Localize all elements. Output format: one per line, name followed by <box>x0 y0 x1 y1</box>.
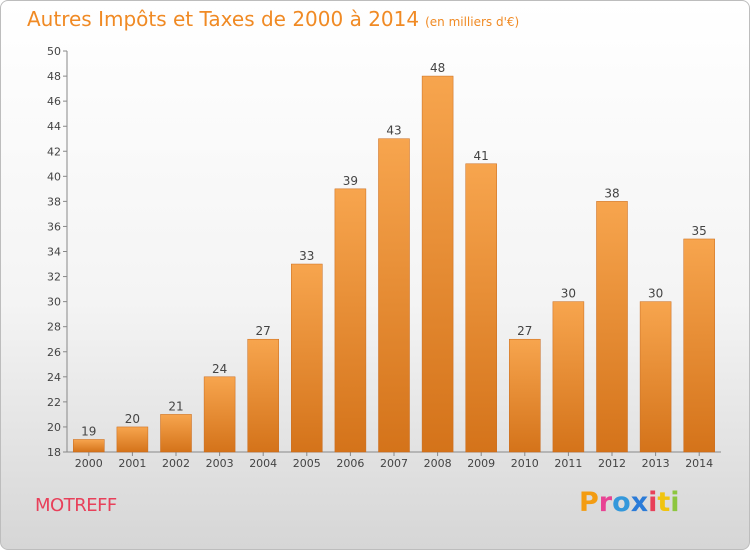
data-labels-group: 19 20 21 24 27 33 39 43 48 41 27 30 38 30 35 <box>81 61 707 438</box>
y-tick-label: 22 <box>47 396 61 409</box>
x-tick-label: 2014 <box>685 457 713 470</box>
data-label: 35 <box>692 224 707 238</box>
data-label: 30 <box>561 287 576 301</box>
y-tick-label: 38 <box>47 195 61 208</box>
bar <box>160 414 192 453</box>
data-label: 41 <box>474 149 489 163</box>
bar <box>596 201 628 453</box>
bar <box>247 338 279 453</box>
y-axis: 18 20 22 24 26 28 30 32 34 36 38 40 42 44 46 48 50 <box>47 45 68 459</box>
x-tick-label: 2002 <box>162 457 190 470</box>
x-tick-label: 2000 <box>75 457 103 470</box>
data-label: 38 <box>604 186 619 200</box>
chart-title-text: Autres Impôts et Taxes de 2000 à 2014 <box>27 7 420 31</box>
logo-letter: o <box>612 487 631 518</box>
y-tick-label: 44 <box>47 120 61 133</box>
x-tick-label: 2004 <box>249 457 277 470</box>
y-tick-label: 24 <box>47 371 61 384</box>
y-tick-label: 36 <box>47 220 61 233</box>
data-label: 24 <box>212 362 227 376</box>
logo-letter: t <box>657 487 671 518</box>
bar <box>334 188 367 453</box>
x-tick-label: 2005 <box>293 457 321 470</box>
logo-letter: x <box>630 487 649 518</box>
bar <box>552 301 585 453</box>
bar <box>378 138 410 453</box>
proxiti-logo: Proxiti <box>579 487 680 518</box>
commune-name: MOTREFF <box>35 495 117 516</box>
y-tick-label: 40 <box>47 170 61 183</box>
y-tick-label: 42 <box>47 145 61 158</box>
logo-letter: i <box>670 487 680 518</box>
y-tick-label: 46 <box>47 95 61 108</box>
x-tick-label: 2009 <box>467 457 495 470</box>
x-tick-label: 2012 <box>598 457 626 470</box>
logo-letter: P <box>579 487 599 518</box>
data-label: 48 <box>430 61 445 75</box>
data-label: 27 <box>517 324 532 338</box>
data-label: 30 <box>648 287 663 301</box>
bar <box>203 376 236 453</box>
logo-letter: r <box>598 487 613 518</box>
x-tick-label: 2007 <box>380 457 408 470</box>
logo-letter: i <box>648 487 658 518</box>
data-label: 33 <box>299 249 314 263</box>
x-tick-label: 2010 <box>511 457 539 470</box>
bar <box>465 163 497 453</box>
y-tick-label: 26 <box>47 346 61 359</box>
bar <box>116 426 149 453</box>
y-tick-label: 32 <box>47 271 61 284</box>
data-label: 43 <box>386 124 401 138</box>
data-label: 21 <box>168 399 183 413</box>
y-tick-label: 28 <box>47 321 61 334</box>
data-label: 20 <box>125 412 140 426</box>
bar <box>683 238 715 453</box>
x-axis: 2000 2001 2002 2003 2004 2005 2006 2007 2008 2009… <box>67 451 721 470</box>
bar <box>291 263 323 453</box>
bar <box>639 301 672 453</box>
y-tick-label: 48 <box>47 70 61 83</box>
data-label: 19 <box>81 424 96 438</box>
x-tick-label: 2001 <box>118 457 146 470</box>
bar <box>73 439 105 453</box>
x-tick-label: 2006 <box>336 457 364 470</box>
bars-group <box>73 75 715 453</box>
y-tick-label: 20 <box>47 421 61 434</box>
data-label: 27 <box>256 324 271 338</box>
x-tick-label: 2003 <box>206 457 234 470</box>
x-tick-label: 2013 <box>642 457 670 470</box>
y-tick-label: 18 <box>47 446 61 459</box>
chart-subtitle: (en milliers d'€) <box>425 15 520 29</box>
bar <box>421 75 454 453</box>
y-tick-label: 50 <box>47 45 61 58</box>
bar <box>509 338 541 453</box>
chart-title: Autres Impôts et Taxes de 2000 à 2014 (en… <box>27 7 519 31</box>
y-tick-label: 34 <box>47 246 61 259</box>
x-tick-label: 2011 <box>554 457 582 470</box>
y-tick-label: 30 <box>47 296 61 309</box>
x-tick-label: 2008 <box>424 457 452 470</box>
data-label: 39 <box>343 174 358 188</box>
